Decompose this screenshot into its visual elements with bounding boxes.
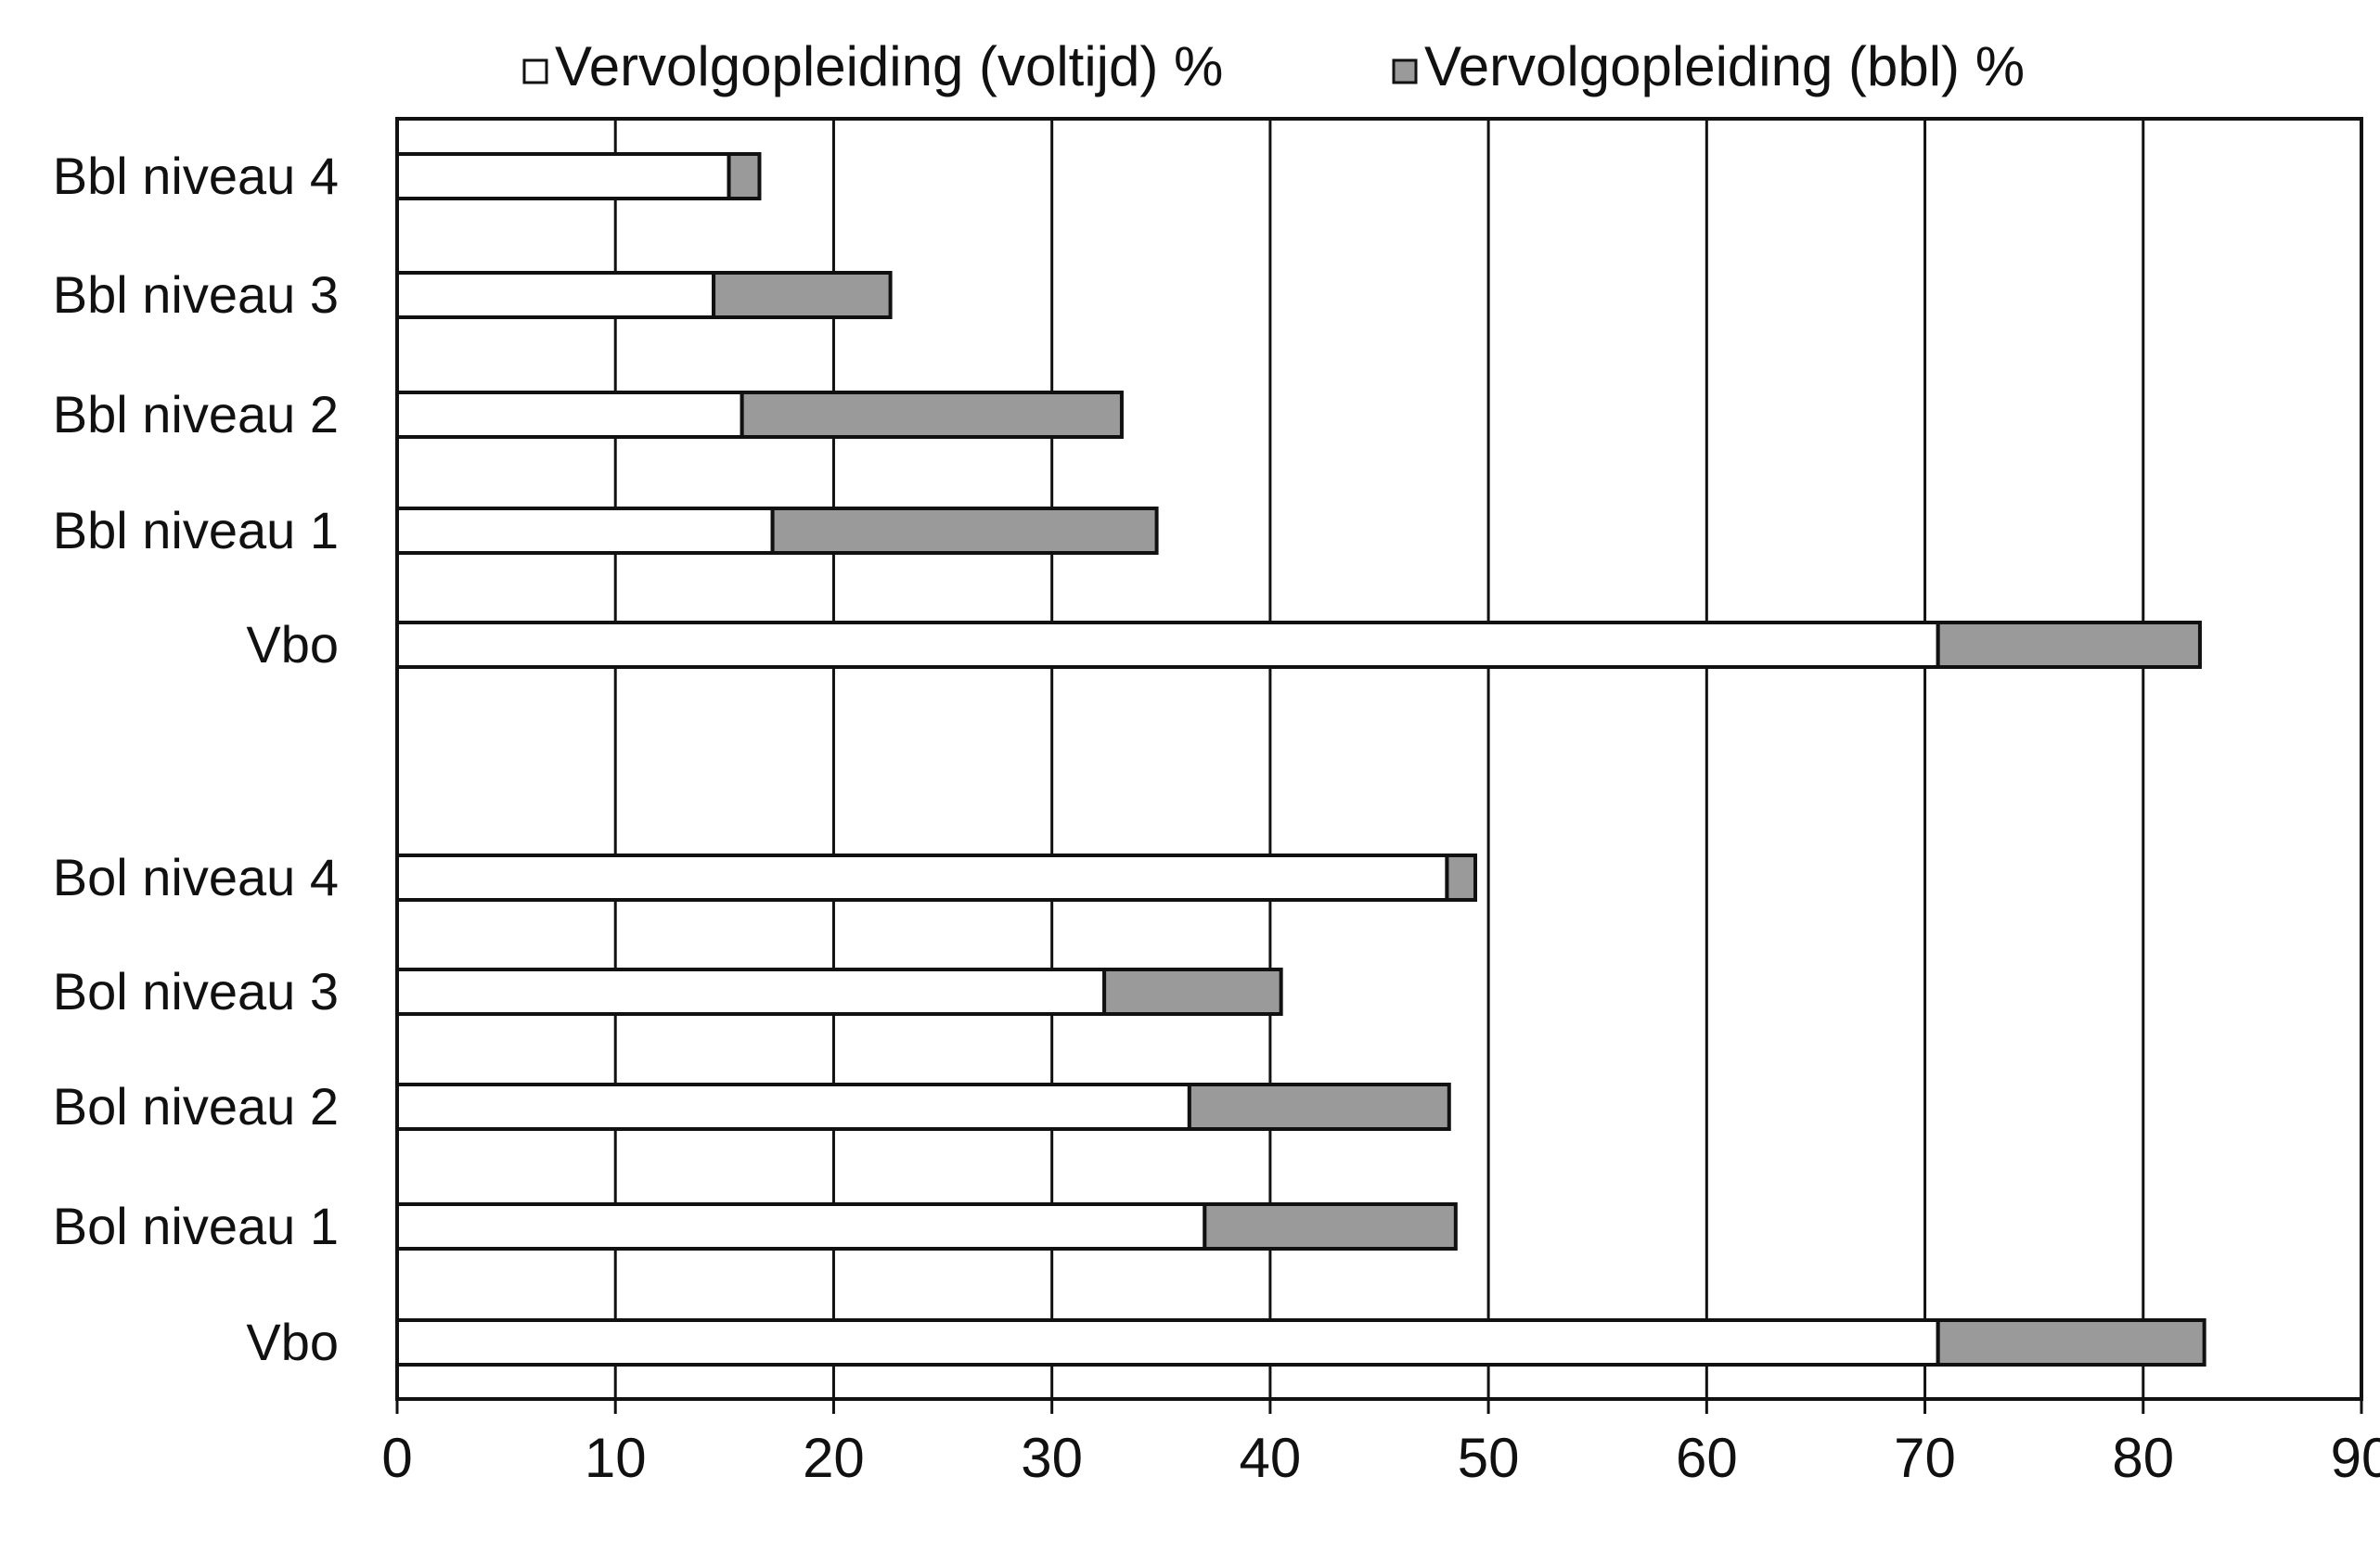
bar-segment-bbl [770,507,1159,555]
bar-segment-voltijd [395,968,1107,1016]
category-label: Vbo [246,615,339,674]
bar-segment-bbl [727,152,762,200]
x-tick-label: 0 [381,1427,412,1489]
bar-segment-voltijd [395,271,716,319]
category-label: Bbl niveau 3 [53,265,339,324]
bar-segment-bbl [1102,968,1283,1016]
bars [395,152,2206,1367]
x-tick-label: 30 [1021,1427,1083,1489]
category-label: Bbl niveau 4 [53,147,339,205]
bar-segment-bbl [1445,854,1477,902]
x-axis-ticks: 0 10 20 30 40 50 60 70 80 90 [381,1399,2380,1489]
x-tick-label: 70 [1894,1427,1956,1489]
x-tick-label: 10 [585,1427,647,1489]
x-tick-label: 60 [1676,1427,1738,1489]
category-label: Vbo [246,1313,339,1371]
legend-swatch-voltijd [522,58,548,84]
bar-segment-voltijd [395,1318,1940,1367]
bar-segment-bbl [1936,621,2202,669]
category-labels: Bbl niveau 4 Bbl niveau 3 Bbl niveau 2 Bbl … [53,147,339,1371]
bar-segment-voltijd [395,152,731,200]
bar-segment-bbl [712,271,893,319]
legend-label-bbl: Vervolgopleiding (bbl) % [1424,35,2025,97]
legend-label-voltijd: Vervolgopleiding (voltijd) % [555,35,1223,97]
bar-segment-voltijd [395,1202,1207,1251]
bar-segment-voltijd [395,391,744,439]
bar-segment-bbl [740,391,1124,439]
bar-segment-voltijd [395,621,1940,669]
category-label: Bol niveau 4 [53,848,339,906]
x-tick-label: 50 [1458,1427,1520,1489]
category-label: Bbl niveau 2 [53,385,339,443]
gridlines [613,119,2145,1399]
x-tick-label: 40 [1240,1427,1302,1489]
x-tick-label: 80 [2112,1427,2174,1489]
category-label: Bol niveau 2 [53,1077,339,1136]
category-label: Bol niveau 3 [53,962,339,1020]
bar-segment-voltijd [395,854,1449,902]
legend: Vervolgopleiding (voltijd) % Vervolgople… [522,35,2025,97]
x-tick-label: 90 [2331,1427,2380,1489]
x-tick-label: 20 [803,1427,865,1489]
bar-segment-voltijd [395,1083,1191,1131]
plot-area-frame [395,117,2363,1401]
legend-swatch-bbl [1392,58,1418,84]
bar-segment-bbl [1203,1202,1458,1251]
category-label: Bol niveau 1 [53,1197,339,1255]
bar-segment-voltijd [395,507,775,555]
category-label: Bbl niveau 1 [53,501,339,559]
bar-segment-bbl [1936,1318,2206,1367]
bar-segment-bbl [1187,1083,1451,1131]
